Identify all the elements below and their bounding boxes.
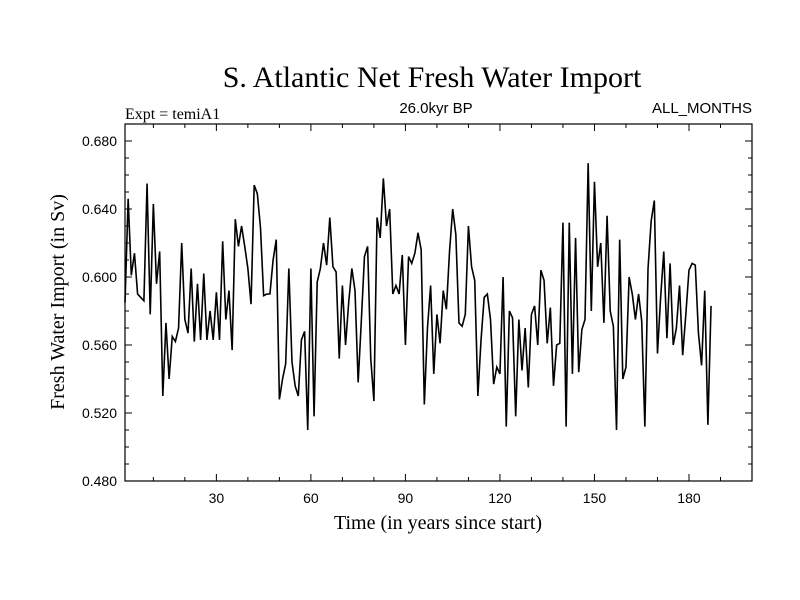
y-tick-label: 0.640 xyxy=(82,201,117,217)
y-axis-label: Fresh Water Import (in Sv) xyxy=(47,194,69,410)
y-tick-label: 0.600 xyxy=(82,269,117,285)
x-axis: 30 60 90 120 150 180 xyxy=(152,124,721,506)
x-tick-label: 120 xyxy=(488,490,512,506)
series-line xyxy=(124,163,712,431)
x-axis-label: Time (in years since start) xyxy=(334,512,542,534)
y-axis: 0.480 0.520 0.560 0.600 0.640 0.680 xyxy=(82,133,752,489)
x-tick-label: 90 xyxy=(398,490,414,506)
plot-area: 0.480 0.520 0.560 0.600 0.640 0.680 30 60 90 120… xyxy=(82,123,753,506)
series-layer xyxy=(124,163,712,431)
x-tick-label: 150 xyxy=(583,490,607,506)
x-tick-label: 180 xyxy=(677,490,701,506)
y-tick-label: 0.480 xyxy=(82,473,117,489)
y-tick-label: 0.520 xyxy=(82,405,117,421)
plot-frame xyxy=(124,123,753,482)
experiment-label: Expt = temiA1 xyxy=(125,106,220,123)
months-label: ALL_MONTHS xyxy=(652,100,752,117)
y-tick-label: 0.560 xyxy=(82,337,117,353)
period-label: 26.0kyr BP xyxy=(399,100,472,117)
chart-title: S. Atlantic Net Fresh Water Import xyxy=(223,61,642,94)
x-tick-label: 30 xyxy=(209,490,225,506)
x-tick-label: 60 xyxy=(303,490,319,506)
y-tick-label: 0.680 xyxy=(82,133,117,149)
